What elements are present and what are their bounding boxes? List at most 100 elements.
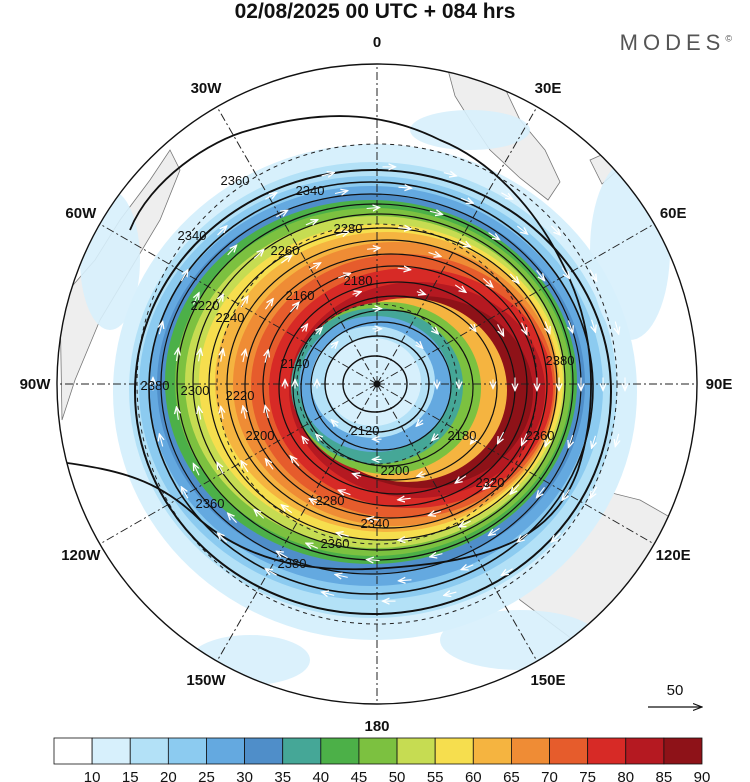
wind-vector xyxy=(615,433,618,447)
wind-vector xyxy=(265,569,277,576)
wind-vector xyxy=(216,294,223,306)
wind-vector xyxy=(159,322,162,335)
wind-vector xyxy=(336,533,349,537)
contour-label: 2240 xyxy=(216,310,245,325)
wind-vector xyxy=(176,348,178,362)
contour-label: 2160 xyxy=(286,288,315,303)
wind-vector xyxy=(221,349,223,362)
wind-vector xyxy=(429,211,443,214)
wind-vector xyxy=(276,551,288,559)
wind-vector xyxy=(176,407,178,420)
wind-vector xyxy=(265,193,276,200)
wind-vector xyxy=(432,327,438,333)
height-contour-outer xyxy=(59,115,592,571)
meridian-line xyxy=(376,383,538,662)
wind-vector xyxy=(193,293,199,305)
colorbar-tick-label: 60 xyxy=(465,769,482,782)
longitude-label: 60W xyxy=(65,205,97,222)
contour-label: 2380 xyxy=(546,353,575,368)
meridian-line xyxy=(99,223,378,385)
contour-label: 2340 xyxy=(178,228,207,243)
wind-vector xyxy=(306,543,319,548)
wind-vector xyxy=(281,255,291,264)
wind-vector xyxy=(321,173,335,176)
colorbar-tick-label: 50 xyxy=(389,769,406,782)
colorbar-swatch xyxy=(511,737,550,765)
contour-label: 2180 xyxy=(344,273,373,288)
brand-text: MODES xyxy=(619,30,726,55)
height-contour xyxy=(310,321,452,451)
wind-vector xyxy=(568,320,572,332)
height-contour xyxy=(262,265,528,507)
wind-vector xyxy=(470,436,475,444)
wind-vector xyxy=(615,321,618,335)
wind-vector xyxy=(454,284,466,292)
wind-vector xyxy=(367,248,380,249)
colorbar-swatch xyxy=(320,737,360,765)
wind-vector xyxy=(199,407,201,420)
wind-vector xyxy=(352,292,362,295)
wind-vector xyxy=(398,539,412,540)
wind-vector xyxy=(498,431,505,444)
colorbar-swatch xyxy=(434,737,474,765)
map-border xyxy=(56,63,698,705)
contour-label: 2360 xyxy=(321,536,350,551)
wind-vector xyxy=(501,192,512,200)
wind-vector xyxy=(398,187,412,188)
wind-vector xyxy=(551,532,561,542)
colorbar-tick-label: 30 xyxy=(236,769,253,782)
wind-vector xyxy=(243,406,246,419)
wind-vector xyxy=(522,433,527,445)
contour-label: 2340 xyxy=(296,183,325,198)
wind-vector xyxy=(489,527,500,535)
wind-vector xyxy=(254,510,265,519)
wind-vector xyxy=(367,559,380,560)
wind-speed-patch xyxy=(410,110,530,150)
wind-vector xyxy=(217,226,227,236)
wind-vector xyxy=(416,420,422,426)
wind-vector xyxy=(501,568,513,576)
wind-vector xyxy=(290,456,300,467)
colorbar-tick-label: 40 xyxy=(312,769,329,782)
wind-vector xyxy=(398,228,411,229)
colorbar-swatch xyxy=(625,737,665,765)
wind-vector xyxy=(243,349,246,363)
brand-mark: © xyxy=(725,33,732,44)
colorbar-swatch xyxy=(549,737,589,765)
wind-vector xyxy=(265,350,268,363)
colorbar-tick-label: 75 xyxy=(579,769,596,782)
vector-reference: 50 xyxy=(648,682,702,707)
wind-vector xyxy=(218,533,228,543)
wind-vector xyxy=(536,270,545,280)
wind-vector xyxy=(561,267,569,279)
contour-label: 2380 xyxy=(278,556,307,571)
wind-vector xyxy=(550,225,560,235)
wind-vector xyxy=(470,323,475,331)
wind-vector xyxy=(334,191,348,194)
brand-logo: MODES© xyxy=(620,30,732,56)
wind-vectors xyxy=(153,167,625,601)
contour-labels: 2360234023402260228021802220224021602140… xyxy=(141,173,575,571)
wind-vector xyxy=(443,173,457,176)
contour-label: 2220 xyxy=(191,298,220,313)
contour-label: 2380 xyxy=(141,378,170,393)
wind-vector xyxy=(444,592,457,595)
meridian-line xyxy=(376,223,655,385)
colorbar-tick-label: 85 xyxy=(656,769,673,782)
longitude-label: 30E xyxy=(535,80,562,97)
contour-label: 2360 xyxy=(196,496,225,511)
contour-label: 2120 xyxy=(351,423,380,438)
longitude-label: 120W xyxy=(61,547,101,564)
wind-vector xyxy=(181,487,189,499)
wind-vector xyxy=(428,252,441,256)
wind-vector xyxy=(367,519,381,520)
wind-vector xyxy=(331,342,337,348)
colorbar-tick-label: 35 xyxy=(274,769,291,782)
wind-vector xyxy=(221,406,223,420)
colorbar-swatch xyxy=(472,737,512,765)
meridian-line xyxy=(99,383,378,545)
meridian-line xyxy=(216,106,378,385)
wind-vector xyxy=(417,474,426,477)
wind-vector xyxy=(458,240,471,247)
wind-vector xyxy=(276,210,287,218)
